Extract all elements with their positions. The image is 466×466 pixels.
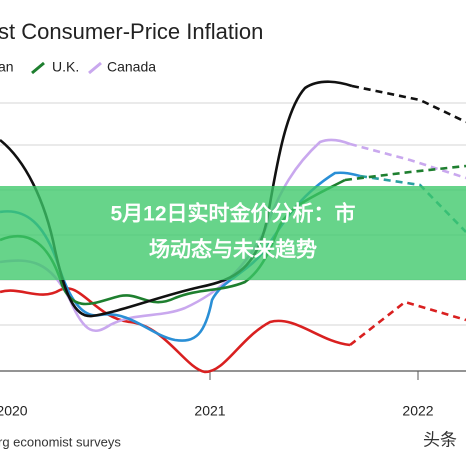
x-tick-label: 2021 — [194, 403, 225, 419]
legend-label: an — [0, 59, 14, 75]
legend-label: U.K. — [52, 59, 79, 75]
banner-text: 场动态与未来趋势 — [149, 238, 317, 262]
source-note: rg economist surveys — [0, 434, 121, 449]
banner-text: 5月12日实时金价分析：市 — [110, 202, 355, 226]
line-blue-forecast — [359, 174, 466, 233]
line-red — [0, 287, 351, 374]
x-tick-label: 2022 — [402, 403, 433, 419]
legend-icon — [88, 61, 102, 75]
line-uk-forecast — [344, 164, 466, 182]
legend-label: Canada — [107, 59, 156, 75]
watermark: 头条 — [423, 430, 457, 449]
chart-title: st Consumer-Price Inflation — [0, 19, 263, 44]
line-red-forecast — [349, 300, 466, 347]
lines — [0, 80, 466, 374]
banner — [0, 186, 466, 280]
line-canada-forecast — [349, 142, 466, 180]
legend-icon — [31, 61, 45, 75]
x-tick-label: 2020 — [0, 403, 28, 419]
